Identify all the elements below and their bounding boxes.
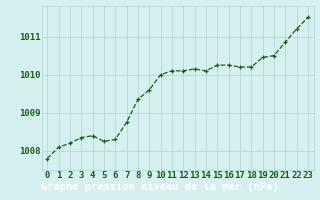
Text: Graphe pression niveau de la mer (hPa): Graphe pression niveau de la mer (hPa) bbox=[41, 182, 279, 192]
